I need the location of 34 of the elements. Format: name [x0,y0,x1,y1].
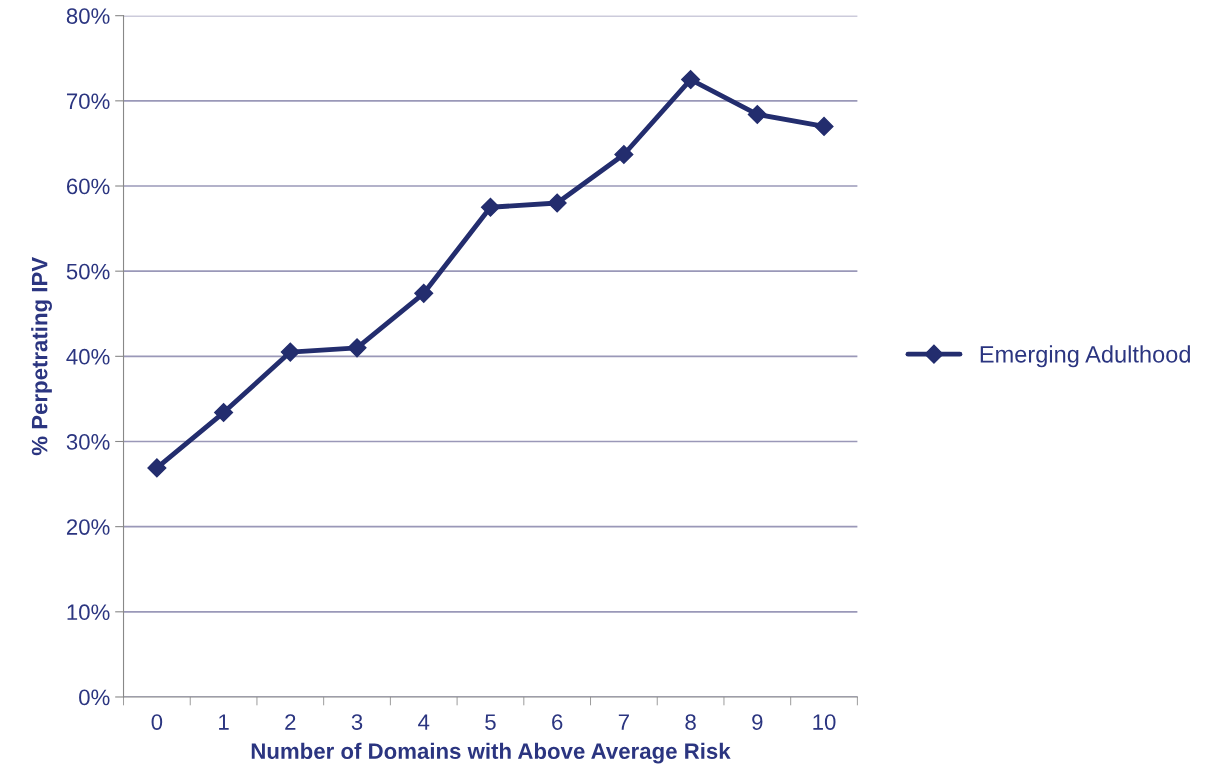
x-tick-label: 1 [219,714,229,730]
point [480,197,500,217]
x-tick-label: 8 [685,714,696,730]
x-tick-label: 7 [618,714,629,730]
x-tick-label: 6 [552,714,563,730]
x-tick-label: 3 [351,714,363,730]
point [614,144,634,165]
y-tick-label: 0% [79,689,110,706]
x-tick-label: 2 [285,714,296,730]
y-tick-label: 80% [66,8,110,24]
point [747,104,767,125]
x-axis-title: Number of Domains with Above Average Risk [251,742,731,764]
point [681,70,701,90]
y-tick-label: 30% [66,434,110,450]
point [547,193,567,213]
point [280,342,300,362]
point [147,458,167,478]
legend-label: Emerging Adulthood [980,345,1190,368]
point [347,338,367,358]
point [214,403,234,423]
y-tick-label: 20% [66,519,110,535]
x-tick-label: 5 [485,714,496,730]
point [814,116,834,136]
y-tick-label: 10% [67,604,110,621]
x-tick-label: 9 [752,714,763,730]
x-tick-label: 4 [418,714,430,730]
y-tick-label: 60% [66,178,110,195]
x-tick-label: 0 [151,714,163,730]
y-tick-label: 70% [66,93,110,110]
x-tick-label: 10 [813,714,836,730]
y-tick-label: 40% [66,348,110,365]
point [414,283,434,303]
y-axis-title: % Perpetrating IPV [31,257,52,456]
y-tick-label: 50% [66,263,110,280]
